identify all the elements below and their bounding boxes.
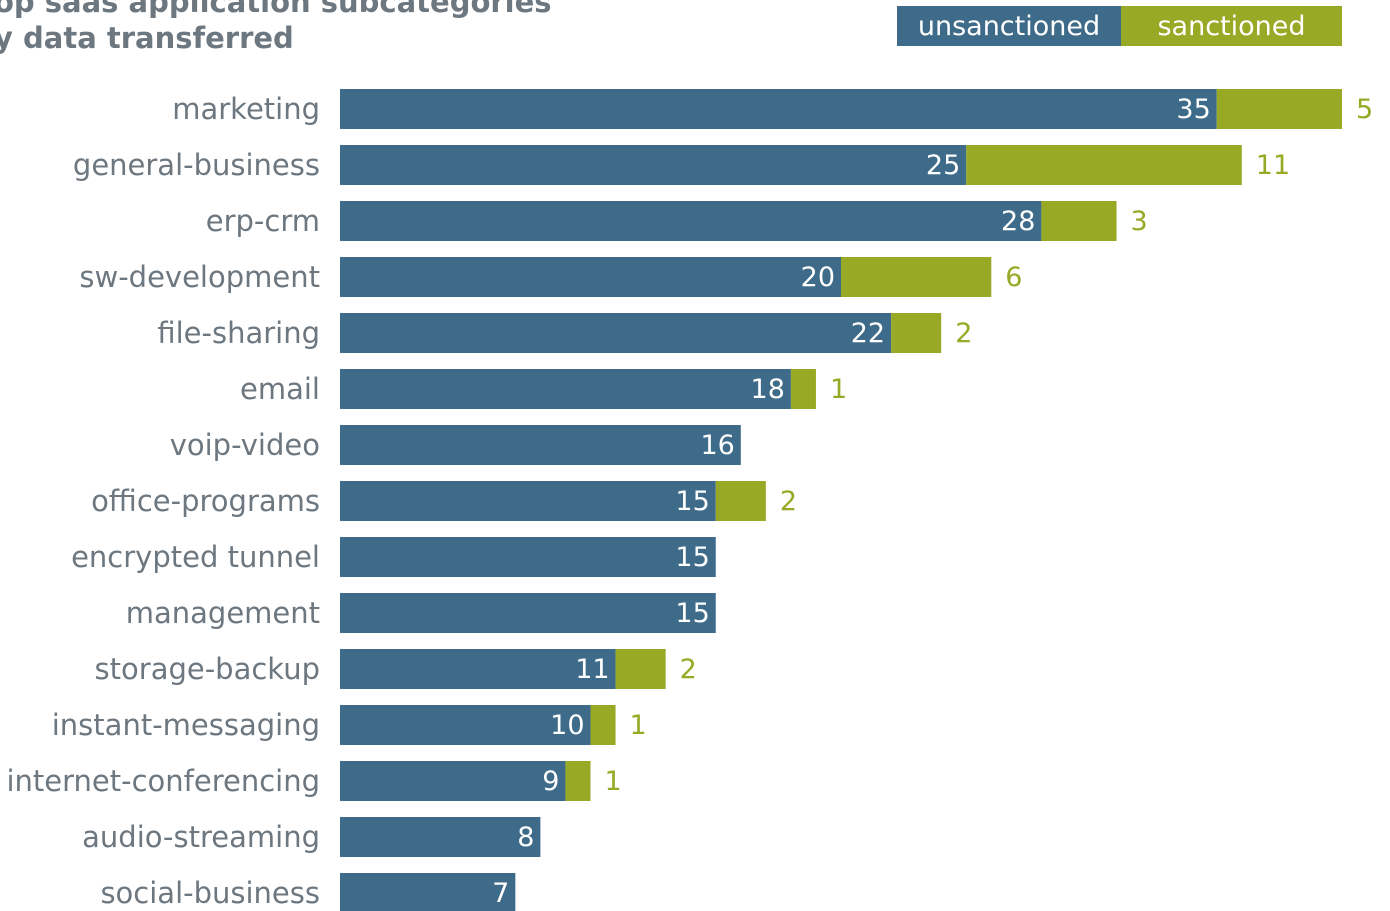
bar-unsanctioned-office-programs [340,481,716,521]
value-label-unsanctioned-file-sharing: 22 [851,318,885,349]
bar-sanctioned-internet-conferencing [565,761,591,801]
value-label-sanctioned-marketing: 5 [1356,94,1373,125]
category-label-sw-development: sw-development [79,260,320,294]
value-label-unsanctioned-erp-crm: 28 [1001,206,1035,237]
category-label-storage-backup: storage-backup [95,652,320,686]
value-label-unsanctioned-sw-development: 20 [801,262,835,293]
category-label-file-sharing: file-sharing [157,316,320,350]
value-label-unsanctioned-instant-messaging: 10 [550,710,584,741]
category-label-office-programs: office-programs [91,484,320,518]
bar-unsanctioned-general-business [340,145,967,185]
bar-sanctioned-marketing [1216,89,1342,129]
value-label-unsanctioned-voip-video: 16 [700,430,734,461]
bar-unsanctioned-storage-backup [340,649,616,689]
chart-title-line-2: y data transferred [0,21,294,55]
category-label-management: management [126,596,320,630]
value-label-sanctioned-email: 1 [830,374,847,405]
bar-unsanctioned-management [340,593,716,633]
value-label-unsanctioned-audio-streaming: 8 [517,822,534,853]
bar-unsanctioned-instant-messaging [340,705,591,745]
value-label-sanctioned-office-programs: 2 [780,486,797,517]
value-label-sanctioned-general-business: 11 [1256,150,1290,181]
chart-title-line-1: op saas application subcategories [0,0,552,19]
category-label-marketing: marketing [172,92,320,126]
category-label-social-business: social-business [100,876,320,910]
legend-item-sanctioned: sanctioned [1121,6,1342,46]
bar-sanctioned-sw-development [841,257,992,297]
bar-unsanctioned-internet-conferencing [340,761,566,801]
category-label-erp-crm: erp-crm [206,204,320,238]
value-label-unsanctioned-email: 18 [751,374,785,405]
bar-sanctioned-instant-messaging [590,705,616,745]
value-label-sanctioned-sw-development: 6 [1005,262,1022,293]
bar-unsanctioned-email [340,369,791,409]
chart-legend: unsanctioned sanctioned [897,6,1342,46]
bar-unsanctioned-erp-crm [340,201,1042,241]
category-label-internet-conferencing: internet-conferencing [6,764,320,798]
legend-item-unsanctioned: unsanctioned [897,6,1121,46]
bar-sanctioned-file-sharing [891,313,942,353]
value-label-sanctioned-instant-messaging: 1 [630,710,647,741]
bar-sanctioned-storage-backup [615,649,666,689]
value-label-unsanctioned-encrypted-tunnel: 15 [675,542,709,573]
bar-unsanctioned-social-business [340,873,516,911]
value-label-unsanctioned-social-business: 7 [492,878,509,909]
category-label-voip-video: voip-video [170,428,320,462]
value-label-sanctioned-file-sharing: 2 [955,318,972,349]
chart-title: op saas application subcategories y data… [0,0,552,56]
bar-sanctioned-erp-crm [1041,201,1117,241]
category-label-encrypted-tunnel: encrypted tunnel [71,540,320,574]
value-label-unsanctioned-internet-conferencing: 9 [542,766,559,797]
value-label-sanctioned-storage-backup: 2 [680,654,697,685]
bar-sanctioned-office-programs [715,481,766,521]
value-label-sanctioned-internet-conferencing: 1 [605,766,622,797]
category-label-email: email [240,372,320,406]
category-label-audio-streaming: audio-streaming [82,820,320,854]
value-label-sanctioned-erp-crm: 3 [1131,206,1148,237]
bar-unsanctioned-marketing [340,89,1217,129]
bar-unsanctioned-sw-development [340,257,841,297]
bar-unsanctioned-file-sharing [340,313,892,353]
value-label-unsanctioned-office-programs: 15 [675,486,709,517]
bar-unsanctioned-voip-video [340,425,741,465]
bar-unsanctioned-encrypted-tunnel [340,537,716,577]
category-label-general-business: general-business [73,148,320,182]
bar-sanctioned-general-business [966,145,1242,185]
value-label-unsanctioned-marketing: 35 [1176,94,1210,125]
value-label-unsanctioned-storage-backup: 11 [575,654,609,685]
bar-sanctioned-email [790,369,816,409]
value-label-unsanctioned-general-business: 25 [926,150,960,181]
category-label-instant-messaging: instant-messaging [52,708,320,742]
bar-unsanctioned-audio-streaming [340,817,541,857]
value-label-unsanctioned-management: 15 [675,598,709,629]
